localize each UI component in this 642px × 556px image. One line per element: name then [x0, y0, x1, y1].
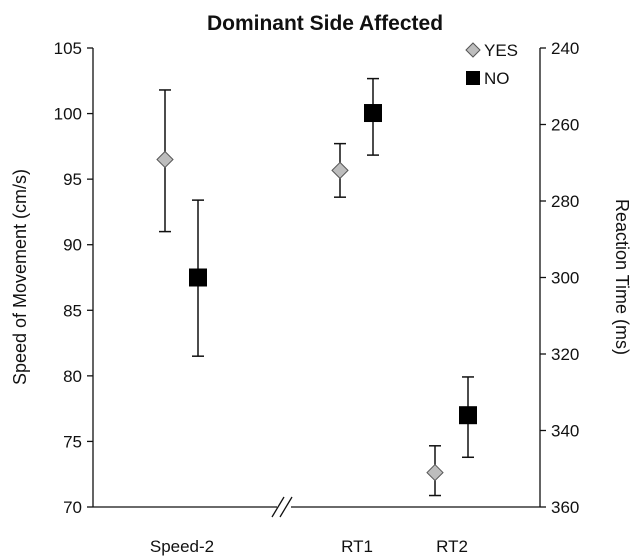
y-tick-label-left: 100: [54, 105, 82, 124]
data-point-no: [364, 104, 382, 123]
data-point-no: [459, 406, 477, 425]
y-tick-label-right: 260: [551, 116, 579, 135]
y-tick-label-right: 340: [551, 422, 579, 441]
y-axis-label-right: Reaction Time (ms): [612, 199, 632, 355]
x-tick-label: RT1: [341, 537, 373, 556]
chart-title: Dominant Side Affected: [207, 12, 443, 35]
y-tick-label-left: 85: [63, 301, 82, 320]
y-tick-label-left: 90: [63, 236, 82, 255]
legend-marker-yes: [465, 42, 481, 58]
data-point-yes: [331, 161, 349, 180]
data-point-no: [189, 268, 207, 287]
x-tick-label: Speed-2: [150, 537, 214, 556]
y-tick-label-right: 280: [551, 192, 579, 211]
data-point-yes: [426, 463, 444, 482]
y-axis-label-left: Speed of Movement (cm/s): [10, 169, 30, 385]
y-tick-label-left: 75: [63, 432, 82, 451]
y-tick-label-right: 320: [551, 345, 579, 364]
axis-break-mark: [271, 496, 285, 518]
y-tick-label-right: 300: [551, 269, 579, 288]
y-tick-label-right: 240: [551, 39, 579, 58]
y-tick-label-left: 105: [54, 39, 82, 58]
y-tick-label-right: 360: [551, 498, 579, 517]
y-tick-label-left: 80: [63, 367, 82, 386]
data-point-yes: [156, 150, 174, 169]
legend-label-no: NO: [484, 69, 510, 88]
legend-label-yes: YES: [484, 41, 518, 60]
x-tick-label: RT2: [436, 537, 468, 556]
legend-marker-no: [466, 71, 480, 85]
y-tick-label-left: 70: [63, 498, 82, 517]
y-tick-label-left: 95: [63, 170, 82, 189]
axis-break-mark: [279, 496, 293, 518]
